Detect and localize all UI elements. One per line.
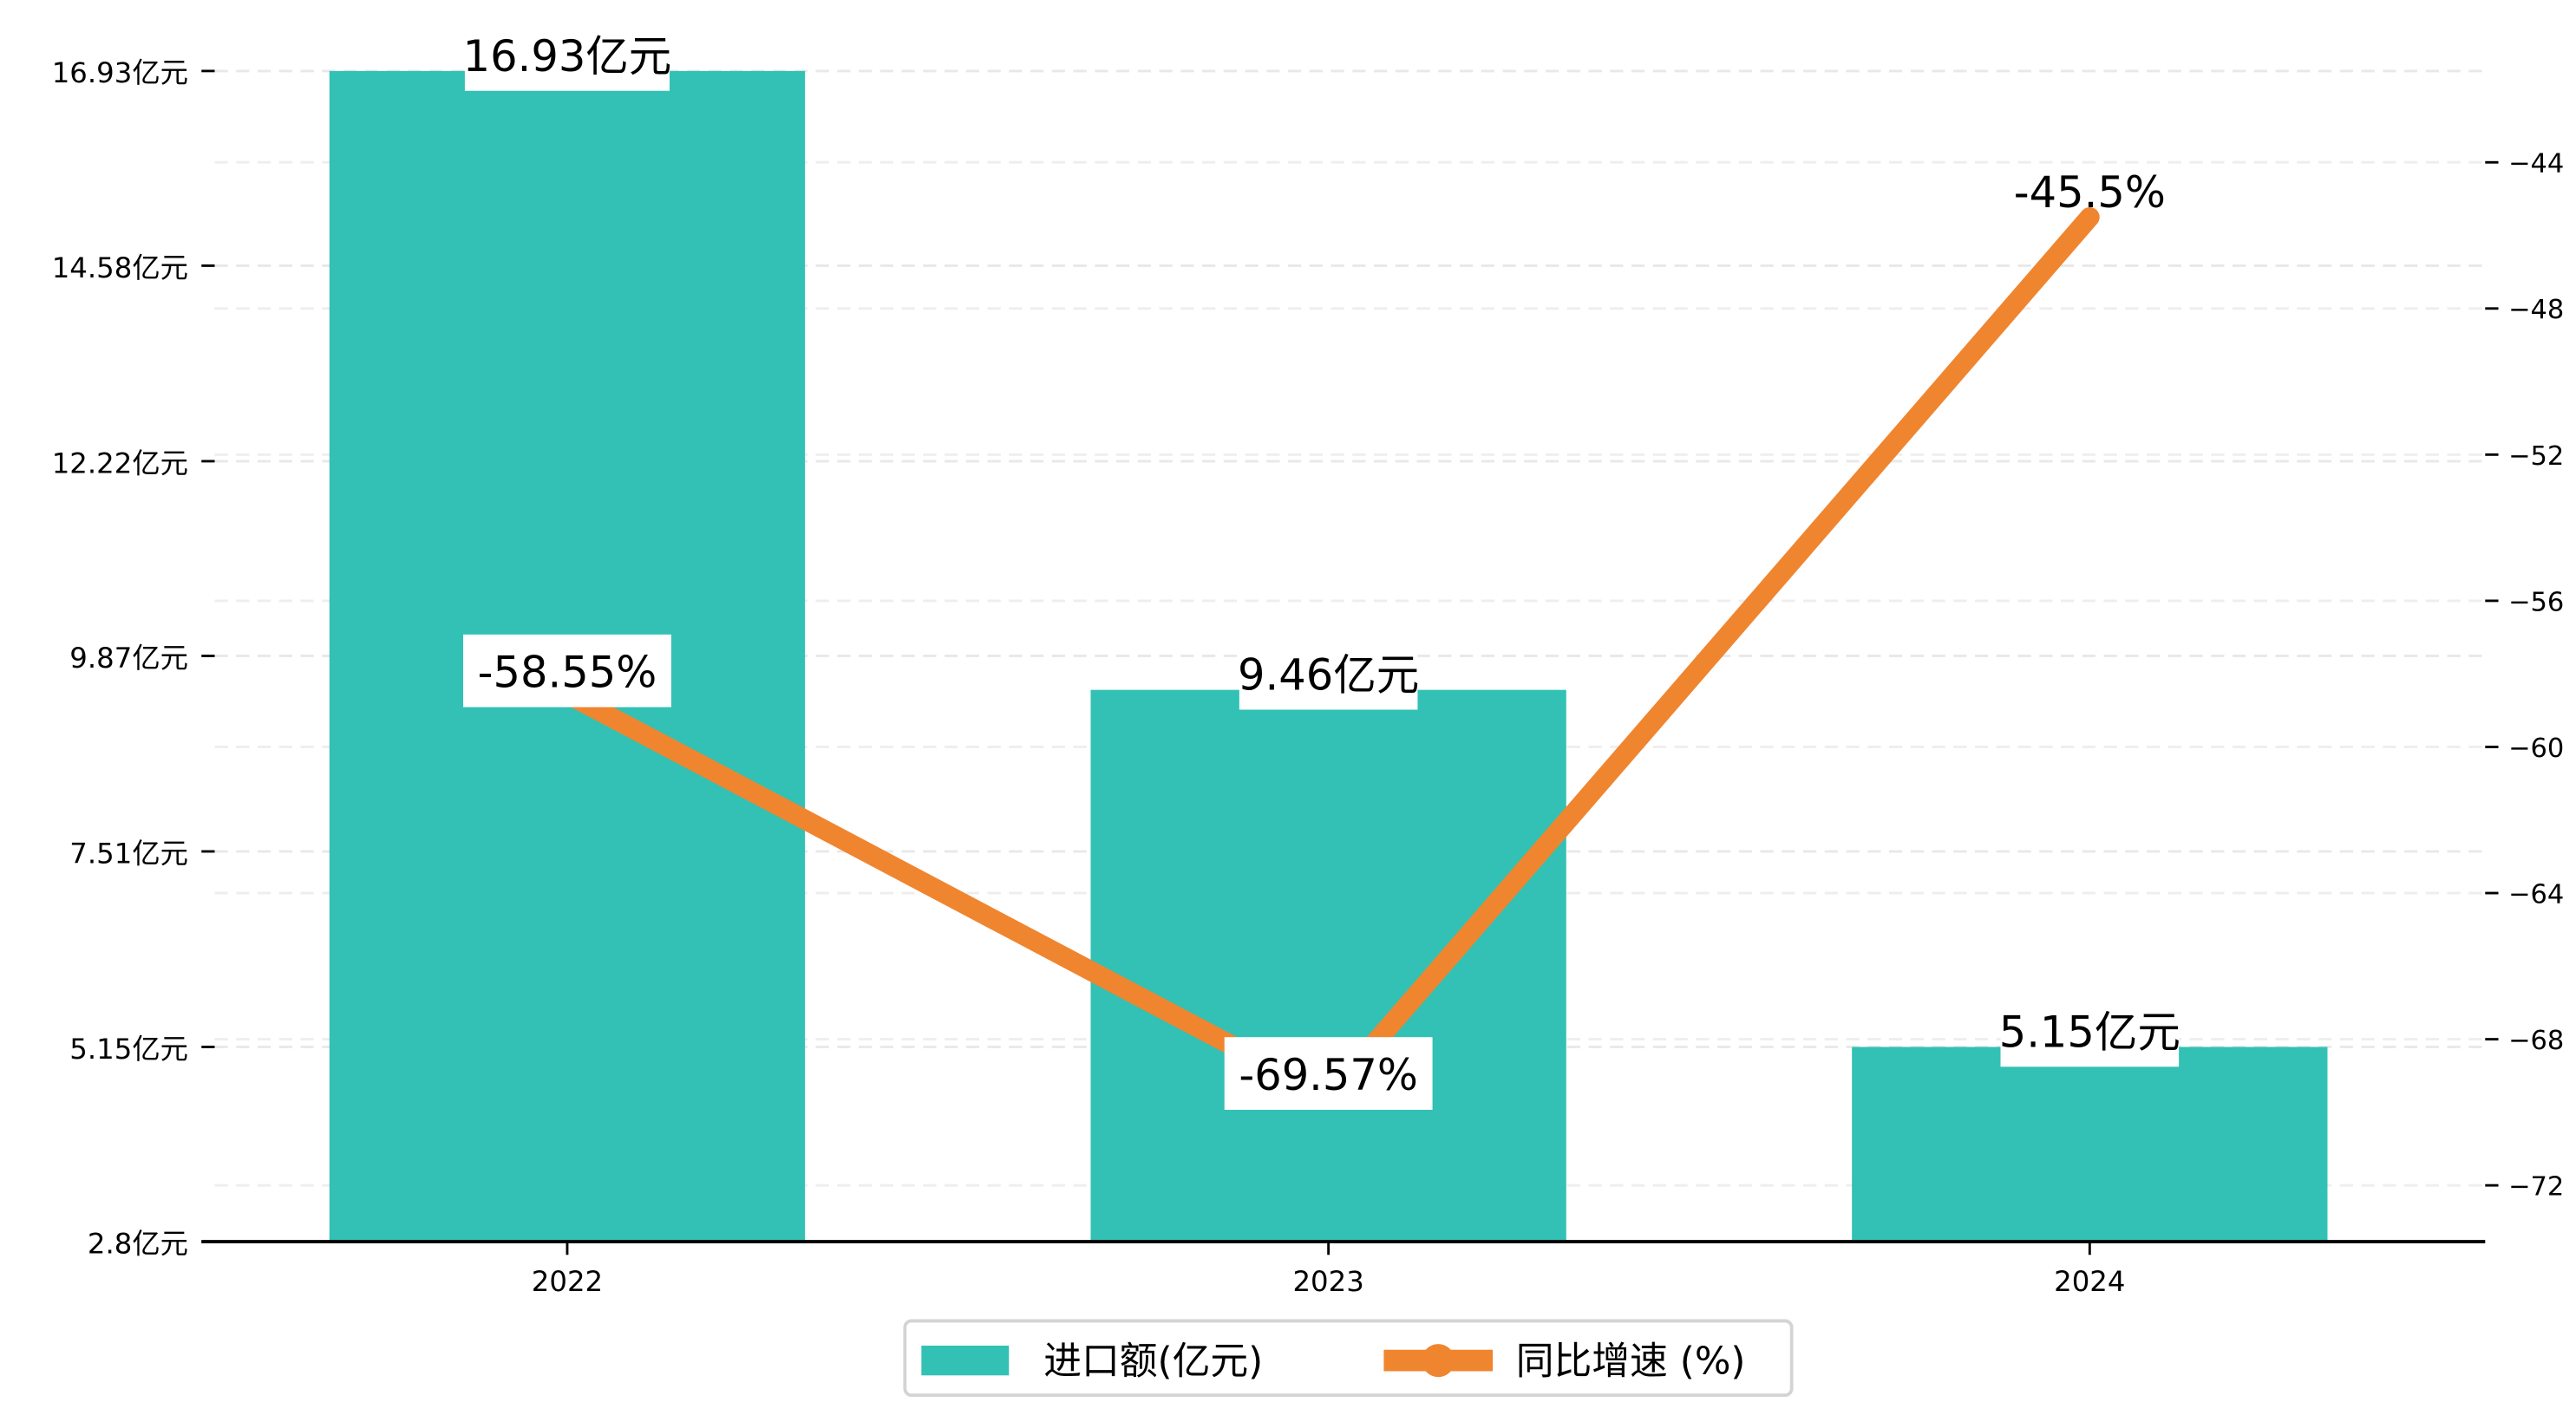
bar-2023 — [1090, 689, 1566, 1242]
right-tick-label: −64 — [2508, 879, 2564, 910]
x-tick-label: 2022 — [532, 1265, 603, 1298]
line-value-label-box — [1224, 1037, 1433, 1110]
growth-point — [2079, 207, 2100, 227]
bar-value-label-box — [2000, 994, 2180, 1067]
left-tick-label: 12.22亿元 — [52, 447, 188, 479]
bars — [329, 70, 2328, 1242]
bar-value-label: 5.15亿元 — [1999, 1007, 2180, 1057]
line-value-label: -69.57% — [1239, 1050, 1418, 1100]
right-tick-label: −72 — [2508, 1172, 2564, 1203]
bar-value-label-box — [464, 17, 670, 91]
line-value-label: -58.55% — [478, 648, 657, 698]
legend-line-label: 同比增速 (%) — [1516, 1339, 1746, 1383]
bar-2024 — [1852, 1047, 2328, 1242]
right-tick-label: −44 — [2508, 149, 2564, 179]
legend-bar-swatch — [921, 1346, 1010, 1376]
line-value-label-box — [463, 634, 671, 708]
left-tick-label: 7.51亿元 — [69, 837, 188, 870]
right-tick-label: −56 — [2508, 587, 2564, 617]
legend-line-marker — [1422, 1344, 1455, 1378]
left-tick-label: 9.87亿元 — [69, 642, 188, 675]
left-tick-label: 2.8亿元 — [88, 1227, 188, 1260]
left-tick-label: 5.15亿元 — [69, 1033, 188, 1066]
left-tick-label: 16.93亿元 — [52, 56, 188, 89]
bar-value-label: 9.46亿元 — [1238, 650, 1419, 701]
right-tick-label: −52 — [2508, 441, 2564, 472]
bar-value-label-box — [1239, 636, 1418, 710]
legend-bar-label: 进口额(亿元) — [1043, 1339, 1263, 1383]
line-value-label: -45.5% — [2014, 167, 2166, 218]
bar-value-label: 16.93亿元 — [463, 31, 672, 82]
x-tick-label: 2023 — [1292, 1265, 1363, 1298]
legend-frame — [903, 1319, 1794, 1398]
right-tick-label: −68 — [2508, 1026, 2564, 1056]
axes: 2.8亿元 5.15亿元 7.51亿元 9.87亿元 12.22亿元 14.58亿元 16.… — [52, 56, 2565, 1298]
right-tick-label: −60 — [2508, 734, 2564, 764]
legend: 进口额(亿元) 同比增速 (%) — [903, 1319, 1794, 1398]
right-tick-label: −48 — [2508, 295, 2564, 325]
data-labels: 16.93亿元 9.46亿元 5.15亿元 -58.55% -69.57% -45.5% — [463, 17, 2180, 1110]
left-tick-label: 14.58亿元 — [52, 251, 188, 284]
x-tick-label: 2024 — [2054, 1265, 2125, 1298]
